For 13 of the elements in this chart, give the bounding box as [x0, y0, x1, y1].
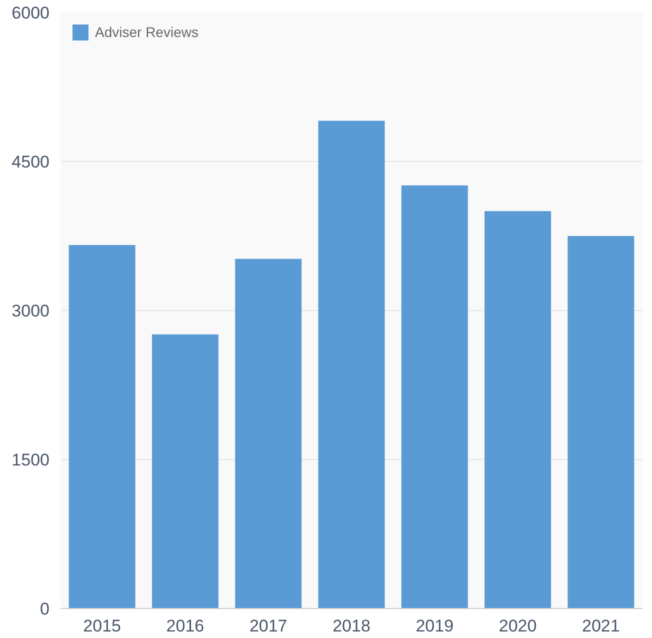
y-tick-label: 0: [40, 600, 50, 618]
y-tick-label: 4500: [12, 152, 50, 172]
x-tick-label: 2019: [416, 616, 454, 636]
y-tick-label: 6000: [12, 4, 50, 22]
x-tick-label: 2017: [249, 616, 288, 636]
x-tick-label: 2020: [498, 616, 537, 636]
x-tick-label: 2015: [83, 616, 121, 636]
x-tick-label: 2018: [332, 616, 370, 636]
x-tick-label: 2016: [166, 616, 204, 636]
y-tick-label: 1500: [12, 450, 50, 470]
x-tick-label: 2021: [582, 616, 620, 636]
y-tick-label: 3000: [12, 302, 50, 320]
legend-label: Adviser Reviews: [95, 24, 198, 40]
